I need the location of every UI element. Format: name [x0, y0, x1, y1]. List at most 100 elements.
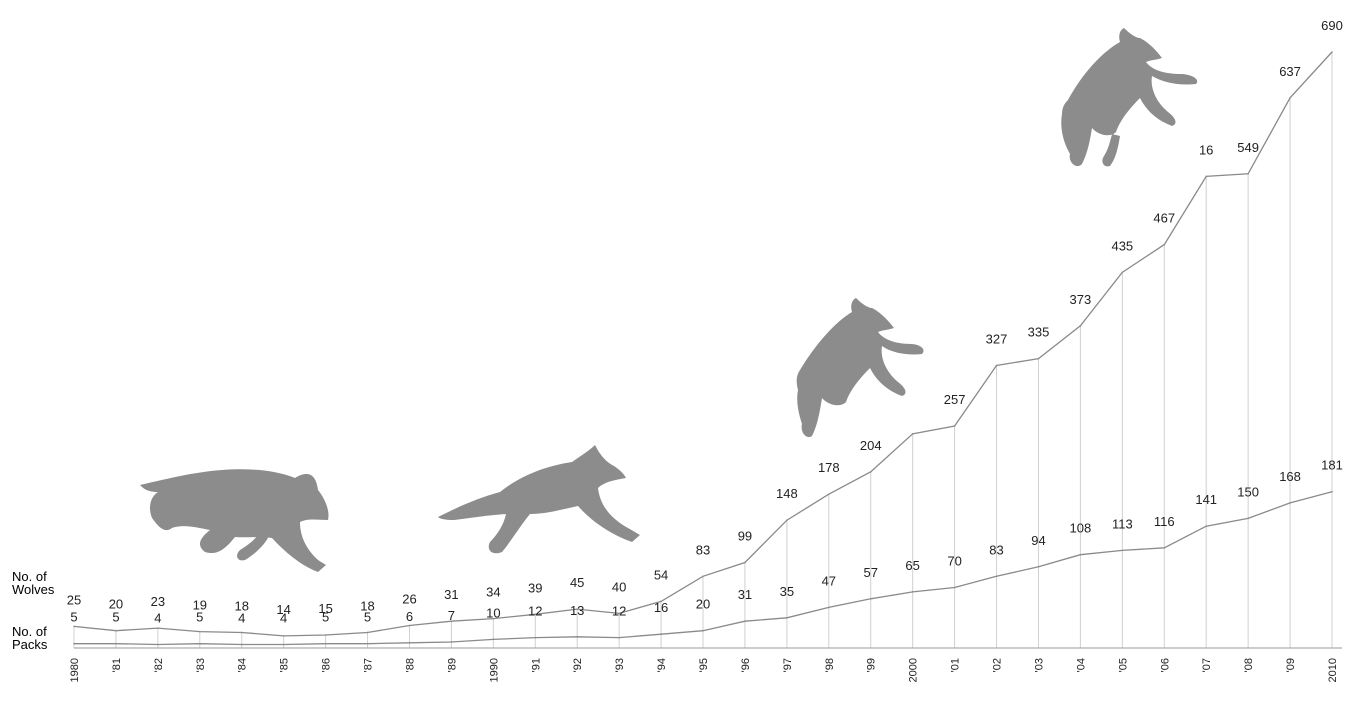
wolves-data-label: 178 — [818, 460, 840, 475]
packs-label-line2: Packs — [12, 637, 48, 652]
wolves-data-label: 148 — [776, 486, 798, 501]
packs-data-point — [199, 642, 201, 645]
wolves-data-label: 31 — [444, 587, 458, 602]
x-tick-label: '81 — [111, 658, 123, 672]
packs-data-point — [534, 636, 537, 639]
wolves-label-line2: Wolves — [12, 582, 55, 597]
packs-data-label: 141 — [1195, 492, 1217, 507]
wolves-data-point — [1205, 175, 1207, 178]
packs-data-label: 6 — [406, 609, 413, 624]
packs-data-label: 10 — [486, 605, 500, 620]
packs-data-label: 12 — [528, 604, 542, 619]
packs-data-point — [911, 591, 914, 593]
packs-series-label: No. of Packs — [12, 625, 47, 651]
packs-data-point — [702, 629, 704, 632]
gridlines — [73, 52, 1333, 648]
packs-data-point — [576, 635, 578, 638]
packs-data-label: 108 — [1070, 521, 1092, 536]
x-tick-label: '01 — [950, 658, 962, 672]
wolves-data-point — [73, 625, 75, 628]
packs-data-label: 5 — [322, 610, 329, 625]
wolves-data-label: 549 — [1237, 140, 1259, 155]
x-tick-label: '84 — [237, 658, 249, 672]
x-tick-label: '07 — [1201, 658, 1213, 672]
packs-data-point — [995, 575, 998, 578]
wolves-data-point — [911, 432, 914, 435]
wolves-data-label: 327 — [986, 332, 1008, 347]
wolves-data-point — [534, 613, 537, 616]
packs-data-label: 12 — [612, 604, 626, 619]
packs-data-label: 7 — [448, 608, 455, 623]
packs-data-label: 65 — [905, 558, 919, 573]
wolves-data-label: 335 — [1028, 325, 1050, 340]
wolf-silhouette-running-icon — [140, 469, 329, 572]
packs-data-point — [73, 642, 75, 645]
wolves-data-label: 16 — [1199, 142, 1213, 157]
packs-data-label: 94 — [1031, 533, 1045, 548]
wolves-data-point — [1121, 271, 1124, 274]
x-tick-label: '83 — [195, 658, 207, 672]
wolves-data-label: 637 — [1279, 64, 1301, 79]
wolves-data-point — [366, 631, 369, 634]
wolves-series-label: No. of Wolves — [12, 570, 54, 596]
x-tick-label: '89 — [446, 658, 458, 672]
wolves-data-point — [576, 608, 578, 610]
x-tick-label: '94 — [656, 658, 668, 672]
packs-data-label: 5 — [364, 610, 371, 625]
wolves-data-point — [828, 493, 830, 496]
packs-data-point — [953, 586, 956, 589]
packs-data-point — [660, 633, 662, 635]
wolves-data-label: 20 — [109, 597, 123, 612]
data-points — [73, 51, 1333, 646]
x-tick-label: '98 — [824, 658, 836, 672]
wolves-data-point — [869, 470, 872, 473]
wolves-data-point — [324, 634, 327, 636]
x-tick-label: '05 — [1117, 658, 1129, 672]
wolves-data-label: 18 — [360, 598, 374, 613]
packs-data-label: 35 — [780, 584, 794, 599]
wolf-silhouette-running-icon — [438, 445, 640, 554]
wolves-data-point — [1079, 325, 1082, 327]
wolves-data-label: 26 — [402, 592, 416, 607]
packs-data-label: 13 — [570, 603, 584, 618]
wolves-data-label: 83 — [696, 542, 710, 557]
x-tick-label: '02 — [992, 658, 1004, 672]
wolves-data-label: 40 — [612, 579, 626, 594]
packs-data-point — [157, 643, 159, 646]
packs-data-label: 5 — [112, 610, 119, 625]
wolves-data-point — [1163, 243, 1166, 246]
packs-data-label: 31 — [738, 587, 752, 602]
wolves-data-label: 14 — [276, 602, 290, 617]
wolves-data-point — [115, 629, 117, 632]
x-tick-labels: 1980 '81 '82 '83 '84 '85 '86 '87 '88 '89 1990 '91 '9… — [69, 658, 1339, 682]
x-tick-label: 2000 — [908, 658, 920, 682]
wolves-label-line1: No. of — [12, 569, 47, 584]
wolves-data-point — [1037, 357, 1040, 360]
wolves-data-point — [660, 600, 662, 603]
packs-data-point — [324, 642, 327, 645]
wolves-data-label: 690 — [1321, 18, 1343, 33]
wolves-data-label: 34 — [486, 585, 500, 600]
packs-data-point — [1331, 490, 1333, 493]
x-tick-label: '99 — [866, 658, 878, 672]
packs-data-point — [282, 643, 285, 646]
data-labels: 25 20 23 19 18 14 15 18 26 31 34 39 45 40548399148178… — [67, 18, 1343, 626]
packs-data-point — [1289, 502, 1291, 504]
packs-data-point — [744, 620, 746, 623]
packs-data-point — [240, 643, 243, 646]
x-tick-label: '85 — [279, 658, 291, 672]
packs-data-label: 16 — [654, 600, 668, 615]
wolves-data-label: 257 — [944, 392, 966, 407]
packs-data-label: 47 — [822, 573, 836, 588]
packs-data-point — [366, 642, 369, 645]
wolves-data-label: 25 — [67, 592, 81, 607]
wolves-data-label: 54 — [654, 567, 668, 582]
x-tick-label: '09 — [1285, 658, 1297, 672]
packs-data-point — [786, 616, 788, 619]
x-tick-label: '82 — [153, 658, 165, 672]
x-tick-label: '88 — [405, 658, 417, 672]
x-tick-label: '04 — [1075, 658, 1087, 672]
packs-data-point — [115, 642, 117, 645]
packs-label-line1: No. of — [12, 624, 47, 639]
x-tick-label: 2010 — [1327, 658, 1339, 682]
